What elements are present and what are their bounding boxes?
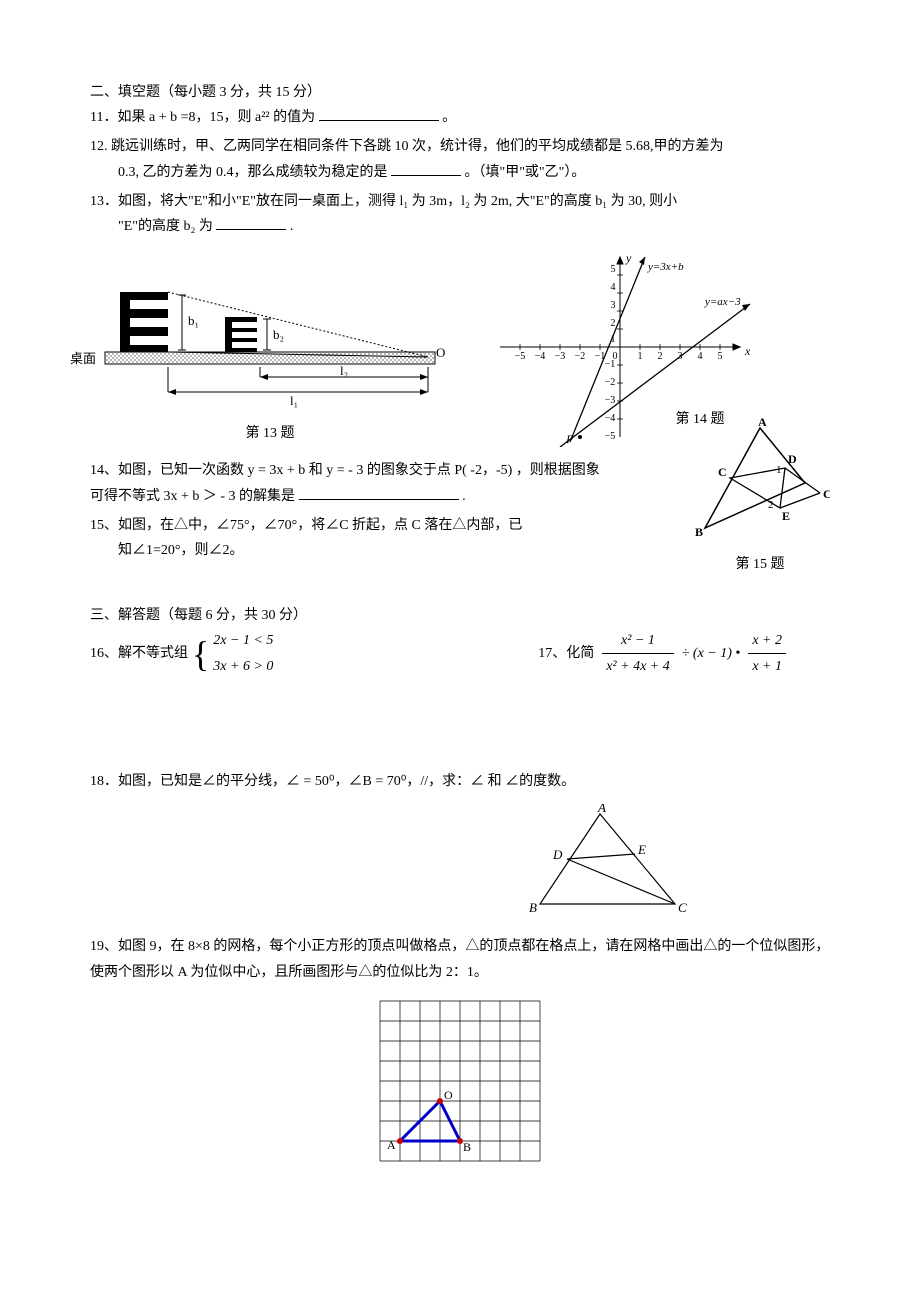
section-2-title: 二、填空题（每小题 3 分，共 15 分）	[90, 80, 830, 105]
figure-14: −5−4−3 −2−10 123 45 543 21 −1−2−3 −4−5	[490, 247, 770, 432]
svg-text:−3: −3	[555, 351, 566, 362]
label-eq1: y=3x+b	[647, 261, 684, 273]
q12-b: 0.3, 乙的方差为 0.4，那么成绩较为稳定的是	[118, 165, 388, 180]
label-C15: C	[823, 487, 830, 501]
svg-text:4: 4	[698, 351, 703, 362]
label-b1: b₁	[188, 313, 199, 328]
figure-13: b₁ b₂ O l₁ l₂ 桌面 第 13 题	[90, 247, 450, 446]
svg-text:−2: −2	[575, 351, 586, 362]
q19-text: 19、如图 9，在 8×8 的网格，每个小正方形的顶点叫做格点，△的顶点都在格点…	[90, 939, 829, 979]
label-y-axis: y	[625, 251, 632, 265]
svg-text:1: 1	[638, 351, 643, 362]
q12: 12. 跳远训练时，甲、乙两同学在相同条件下各跳 10 次，统计得，他们的平均成…	[90, 134, 830, 184]
figure-15: A B C C D E 1 2 第 15 题	[690, 418, 830, 577]
q17: 17、化简 x² − 1 x² + 4x + 4 ÷ (x − 1) • x +…	[538, 628, 790, 679]
q13-b: "E"的高度 b₂ 为	[118, 219, 213, 234]
svg-text:4: 4	[611, 282, 616, 293]
label-eq2: y=ax−3	[704, 296, 741, 308]
q16-q17-row: 16、解不等式组 { 2x − 1 < 5 3x + 6 > 0 17、化简 x…	[90, 628, 830, 679]
label-A15: A	[758, 418, 767, 429]
label-gA: A	[387, 1138, 396, 1152]
q13-end: .	[290, 219, 294, 234]
q14: 14、如图，已知一次函数 y = 3x + b 和 y = - 3 的图象交于点…	[90, 458, 670, 508]
caption-15: 第 15 题	[690, 552, 830, 577]
q16-label: 16、解不等式组	[90, 641, 188, 666]
svg-text:−3: −3	[605, 395, 616, 406]
svg-text:2: 2	[611, 318, 616, 329]
caption-13: 第 13 题	[90, 421, 450, 446]
label-D18: D	[552, 847, 563, 862]
q19: 19、如图 9，在 8×8 的网格，每个小正方形的顶点叫做格点，△的顶点都在格点…	[90, 934, 830, 984]
frac2-num: x + 2	[748, 628, 786, 654]
q14-text: 14、如图，已知一次函数 y = 3x + b 和 y = - 3 的图象交于点…	[90, 463, 600, 478]
q15-b: 知∠1=20°，则∠2。	[118, 543, 244, 558]
q16: 16、解不等式组 { 2x − 1 < 5 3x + 6 > 0	[90, 628, 273, 678]
svg-text:5: 5	[611, 264, 616, 275]
label-B18: B	[529, 900, 537, 915]
q18-text: 18．如图，已知是∠的平分线，∠ = 50⁰，∠B = 70⁰，//，求：∠ 和…	[90, 774, 575, 789]
brace-icon: {	[192, 636, 209, 672]
q12-text: 12. 跳远训练时，甲、乙两同学在相同条件下各跳 10 次，统计得，他们的平均成…	[90, 139, 724, 154]
q14-blank	[299, 485, 459, 500]
section-3-title: 三、解答题（每题 6 分，共 30 分）	[90, 603, 830, 628]
label-O: O	[436, 345, 445, 360]
label-desk: 桌面	[70, 347, 96, 370]
svg-text:−5: −5	[605, 431, 616, 442]
q13-blank	[216, 215, 286, 230]
q13-text: 13．如图，将大"E"和小"E"放在同一桌面上，测得 l₁ 为 3m，l₂ 为 …	[90, 194, 677, 209]
label-E15: E	[782, 509, 790, 523]
q11-end: 。	[442, 110, 456, 125]
figure-18: A B C D E	[525, 804, 695, 924]
svg-text:−5: −5	[515, 351, 526, 362]
q17-mid: ÷ (x − 1) •	[682, 641, 741, 666]
q12-blank	[391, 161, 461, 176]
label-gO: O	[444, 1088, 453, 1102]
label-gB: B	[463, 1140, 471, 1154]
label-1: 1	[776, 464, 782, 476]
q14-b: 可得不等式 3x + b ＞ - 3 的解集是	[90, 489, 295, 504]
q13: 13．如图，将大"E"和小"E"放在同一桌面上，测得 l₁ 为 3m，l₂ 为 …	[90, 189, 830, 239]
q14-end: .	[462, 489, 466, 504]
label-P: P	[565, 432, 574, 446]
figure-19: A B O	[360, 991, 560, 1171]
q15: 15、如图，在△中，∠75°，∠70°，将∠C 折起，点 C 落在△内部，已 知…	[90, 513, 670, 563]
label-A18: A	[597, 804, 606, 815]
label-C15b: C	[718, 465, 727, 479]
svg-text:3: 3	[611, 300, 616, 311]
label-l1: l₁	[290, 393, 298, 408]
label-B15: B	[695, 525, 703, 539]
q12-end: 。（填"甲"或"乙"）。	[465, 165, 586, 180]
svg-text:−1: −1	[605, 359, 616, 370]
label-l2: l₂	[340, 363, 348, 378]
q11-text: 11．如果 a + b =8，15，则 a²² 的值为	[90, 110, 315, 125]
svg-text:2: 2	[658, 351, 663, 362]
frac1-num: x² − 1	[602, 628, 674, 654]
svg-text:5: 5	[718, 351, 723, 362]
q15-text: 15、如图，在△中，∠75°，∠70°，将∠C 折起，点 C 落在△内部，已	[90, 518, 522, 533]
frac1-den: x² + 4x + 4	[602, 654, 674, 679]
q11-blank	[319, 106, 439, 121]
ineq1: 2x − 1 < 5	[213, 633, 273, 648]
ineq2: 3x + 6 > 0	[213, 659, 273, 674]
q11: 11．如果 a + b =8，15，则 a²² 的值为 。	[90, 105, 830, 130]
label-b2: b₂	[273, 327, 284, 342]
svg-text:−4: −4	[605, 413, 616, 424]
label-C18: C	[678, 900, 687, 915]
figure-row-13-14: b₁ b₂ O l₁ l₂ 桌面 第 13 题	[90, 247, 830, 446]
label-x-axis: x	[744, 344, 751, 358]
label-2: 2	[768, 499, 774, 511]
label-E18: E	[637, 842, 646, 857]
label-D15: D	[788, 452, 797, 466]
q18: 18．如图，已知是∠的平分线，∠ = 50⁰，∠B = 70⁰，//，求：∠ 和…	[90, 769, 830, 794]
svg-text:−4: −4	[535, 351, 546, 362]
svg-text:−2: −2	[605, 377, 616, 388]
frac2-den: x + 1	[748, 654, 786, 679]
q17-label: 17、化简	[538, 641, 594, 666]
